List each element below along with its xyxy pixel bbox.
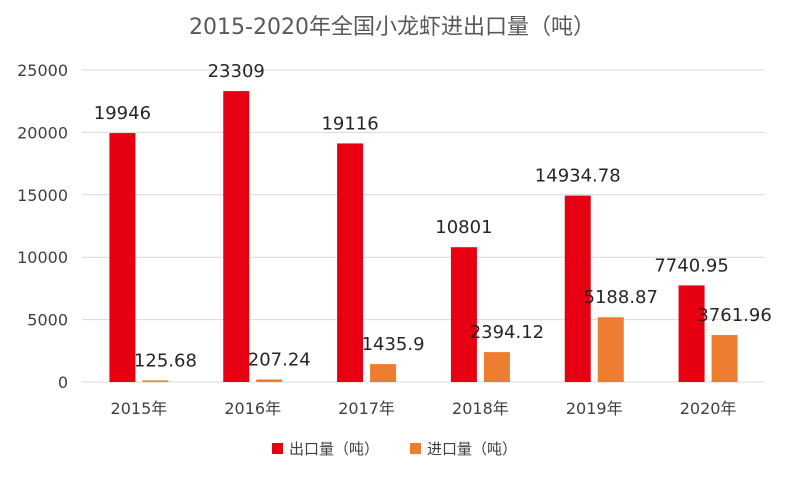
x-tick-label: 2018年	[452, 399, 509, 418]
y-tick-label: 5000	[27, 311, 68, 330]
data-label: 23309	[208, 61, 265, 82]
bar-export	[564, 195, 591, 382]
bar-import	[711, 335, 738, 382]
legend-label: 进口量（吨）	[427, 440, 517, 458]
bar-import	[370, 364, 397, 382]
y-tick-label: 20000	[17, 123, 68, 142]
y-tick-label: 0	[58, 373, 68, 392]
legend-swatch	[272, 443, 283, 454]
bar-import	[142, 380, 169, 382]
data-label: 5188.87	[584, 287, 658, 308]
data-label: 2394.12	[470, 322, 544, 343]
data-label: 3761.96	[697, 305, 771, 326]
data-label: 207.24	[248, 349, 311, 370]
bar-export	[337, 143, 364, 382]
bar-import	[483, 352, 510, 382]
data-label: 19116	[321, 113, 378, 134]
data-label: 14934.78	[535, 166, 621, 187]
bar-export	[109, 133, 136, 382]
data-label: 19946	[94, 103, 151, 124]
bar-import	[597, 317, 624, 382]
x-tick-label: 2020年	[680, 399, 737, 418]
bar-export	[450, 247, 477, 382]
bar-export	[223, 91, 250, 382]
legend-swatch	[410, 443, 421, 454]
data-label: 1435.9	[362, 334, 425, 355]
data-label: 10801	[435, 217, 492, 238]
x-tick-label: 2015年	[111, 399, 168, 418]
y-tick-label: 10000	[17, 248, 68, 267]
x-tick-label: 2017年	[338, 399, 395, 418]
chart-title: 2015-2020年全国小龙虾进出口量（吨）	[189, 15, 595, 40]
bar-import	[256, 379, 283, 382]
bar-export	[678, 285, 705, 382]
legend-label: 出口量（吨）	[289, 440, 379, 458]
y-tick-label: 15000	[17, 186, 68, 205]
y-tick-label: 25000	[17, 61, 68, 80]
x-tick-label: 2016年	[224, 399, 281, 418]
data-label: 7740.95	[654, 255, 728, 276]
x-tick-label: 2019年	[566, 399, 623, 418]
data-label: 125.68	[134, 350, 197, 371]
